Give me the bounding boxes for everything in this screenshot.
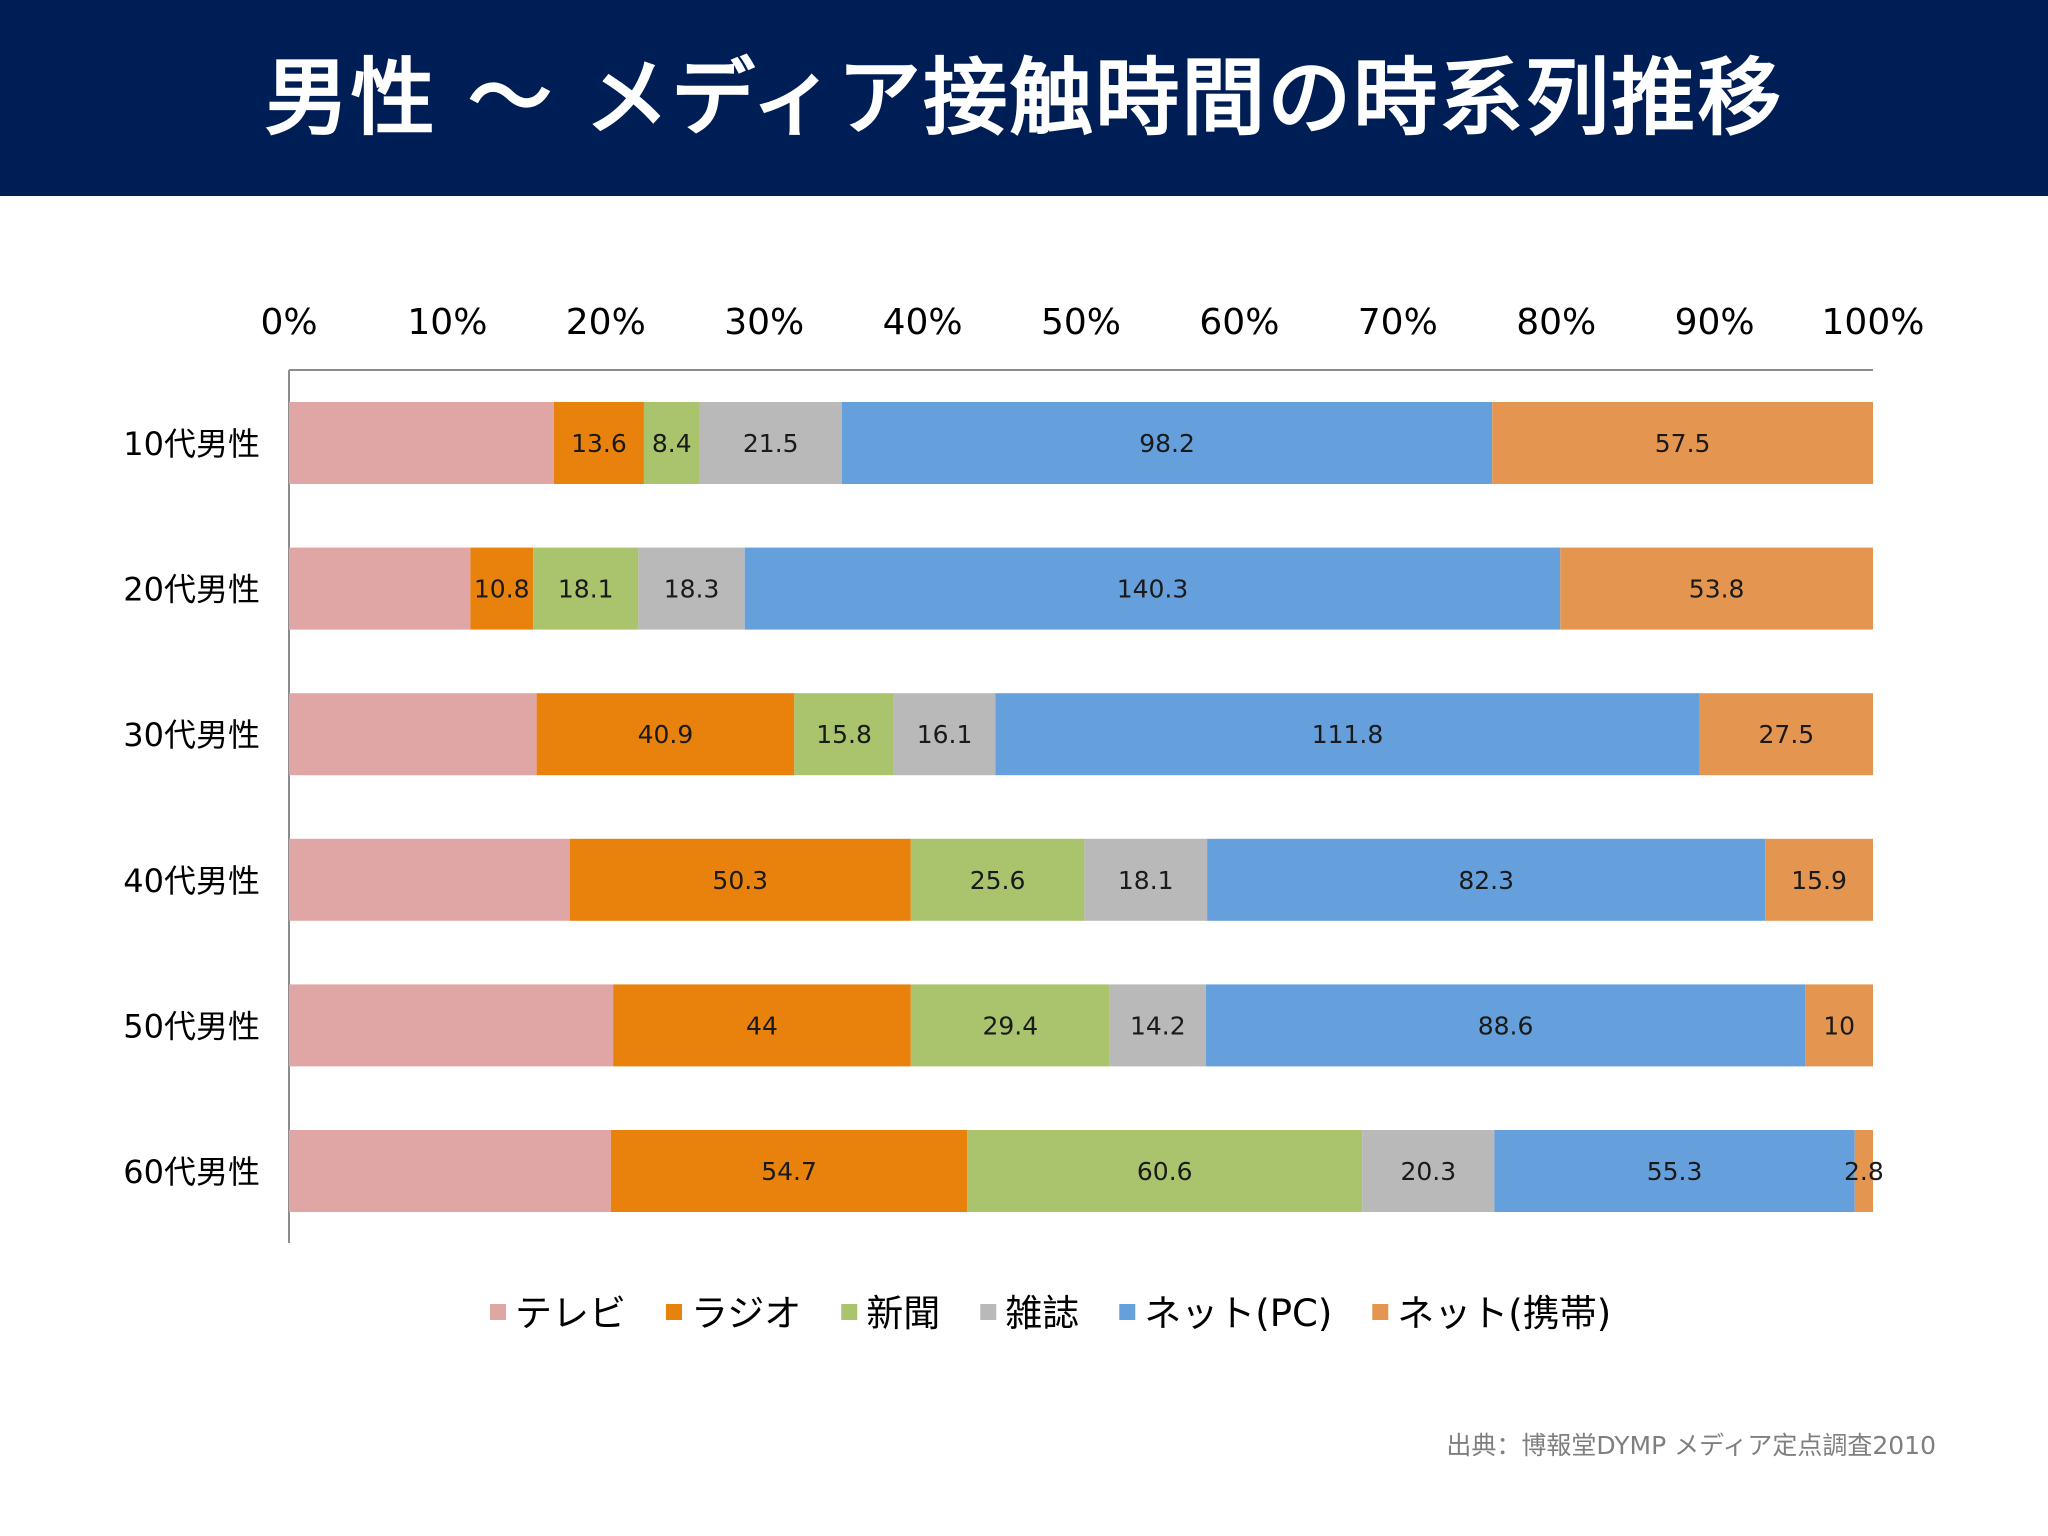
data-label: 40.9: [638, 720, 694, 749]
legend-label: ラジオ: [691, 1292, 801, 1335]
bar-segment: [613, 984, 911, 1067]
legend-label: 雑誌: [1005, 1292, 1079, 1335]
bar-segment: [643, 402, 700, 484]
page-title: 男性 ～ メディア接触時間の時系列推移: [264, 49, 1784, 147]
data-label: 14.2: [1130, 1011, 1186, 1040]
data-label: 16.1: [917, 720, 973, 749]
data-label: 21.5: [743, 429, 799, 458]
bar-segment: [553, 402, 644, 484]
data-label: 55.3: [1647, 1157, 1703, 1186]
stacked-bar-chart: 0% 10% 20% 30% 40% 50% 60% 70% 80% 90% 100% 10代男性 13…: [123, 302, 1925, 1335]
bar-segment: [910, 984, 1110, 1067]
x-tick-label: 50%: [1041, 302, 1121, 343]
legend-label: テレビ: [515, 1292, 626, 1335]
bar-segment: [1805, 984, 1873, 1067]
data-label: 82.3: [1458, 866, 1514, 895]
bar-segment: [569, 838, 911, 921]
x-tick-label: 40%: [883, 302, 963, 343]
data-label: 18.1: [558, 575, 614, 604]
bar-segment: [1084, 838, 1208, 921]
bar-segment: [995, 693, 1700, 776]
bar-segment: [536, 693, 795, 776]
data-label: 50.3: [712, 866, 768, 895]
bar-segment: [699, 402, 842, 484]
category-label: 20代男性: [123, 571, 260, 609]
bar-segment: [289, 547, 471, 630]
data-label: 10: [1823, 1011, 1855, 1040]
title-banner: [0, 0, 2048, 196]
bar-segment: [744, 547, 1561, 630]
data-label: 20.3: [1400, 1157, 1456, 1186]
bar-segment: [1109, 984, 1206, 1067]
bar-segment: [794, 693, 894, 776]
legend-swatch: [490, 1304, 506, 1320]
legend-label: 新聞: [866, 1292, 940, 1335]
data-label: 10.8: [474, 575, 530, 604]
data-label: 88.6: [1478, 1011, 1534, 1040]
category-label: 30代男性: [123, 716, 260, 754]
bar-segment: [1492, 402, 1873, 484]
bar-segment: [1854, 1130, 1873, 1212]
data-label: 18.1: [1118, 866, 1174, 895]
legend-swatch: [1119, 1304, 1136, 1320]
data-label: 13.6: [571, 429, 627, 458]
bar-segment: [1205, 984, 1806, 1067]
data-label: 44: [746, 1011, 778, 1040]
data-label: 15.8: [816, 720, 872, 749]
x-tick-label: 100%: [1822, 302, 1925, 343]
x-tick-label: 30%: [724, 302, 804, 343]
x-tick-label: 10%: [407, 302, 487, 343]
bar-segment: [470, 547, 534, 630]
category-label: 40代男性: [123, 862, 260, 900]
data-label: 25.6: [970, 866, 1026, 895]
bar-segment: [1699, 693, 1873, 776]
legend-swatch: [841, 1304, 858, 1320]
data-label: 111.8: [1312, 720, 1384, 749]
bar-segment: [910, 838, 1085, 921]
legend-swatch: [980, 1304, 997, 1320]
bar-segment: [967, 1130, 1363, 1212]
bar-segment: [289, 984, 614, 1067]
bar-segment: [1494, 1130, 1855, 1212]
x-tick-label: 20%: [566, 302, 646, 343]
data-label: 60.6: [1137, 1157, 1193, 1186]
data-label: 98.2: [1139, 429, 1195, 458]
data-label: 18.3: [664, 575, 720, 604]
category-label: 50代男性: [123, 1007, 260, 1045]
data-label: 8.4: [652, 429, 692, 458]
data-label: 54.7: [761, 1157, 817, 1186]
legend-label: ネット(PC): [1144, 1292, 1332, 1335]
x-tick-label: 90%: [1675, 302, 1755, 343]
data-label: 29.4: [982, 1011, 1038, 1040]
bar-segment: [533, 547, 639, 630]
bar-segment: [1207, 838, 1766, 921]
x-tick-label: 80%: [1516, 302, 1596, 343]
data-label: 57.5: [1655, 429, 1711, 458]
bar-segment: [638, 547, 745, 630]
x-tick-label: 70%: [1358, 302, 1438, 343]
bar-segment: [1560, 547, 1873, 630]
bar-segment: [289, 838, 570, 921]
bar-segment: [289, 693, 537, 776]
data-label: 140.3: [1117, 575, 1189, 604]
legend-label: ネット(携帯): [1397, 1292, 1611, 1335]
x-tick-label: 60%: [1199, 302, 1279, 343]
bar-segment: [893, 693, 996, 776]
bar-segment: [610, 1130, 968, 1212]
legend-swatch: [666, 1304, 682, 1320]
category-label: 60代男性: [123, 1153, 260, 1191]
category-label: 10代男性: [123, 425, 260, 463]
source-note: 出典：博報堂DYMP メディア定点調査2010: [1446, 1431, 1936, 1460]
x-tick-label: 0%: [260, 302, 317, 343]
bar-segment: [289, 402, 554, 484]
bar-segment: [1362, 1130, 1495, 1212]
legend-swatch: [1372, 1304, 1389, 1320]
data-label: 27.5: [1759, 720, 1815, 749]
bar-segment: [1765, 838, 1873, 921]
data-label: 53.8: [1689, 575, 1745, 604]
bar-segment: [841, 402, 1493, 484]
bar-segment: [289, 1130, 611, 1212]
data-label: 2.8: [1844, 1157, 1884, 1186]
data-label: 15.9: [1791, 866, 1847, 895]
